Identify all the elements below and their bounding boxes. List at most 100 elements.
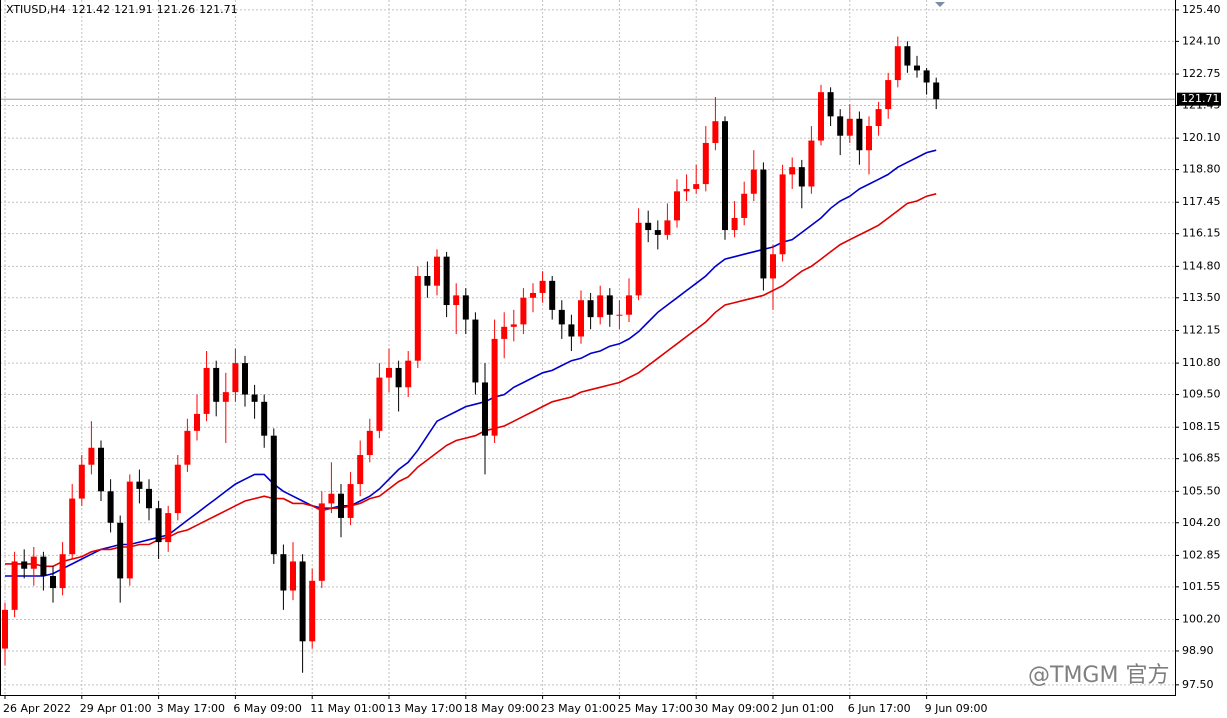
- candle-body: [78, 464, 85, 499]
- candle-body: [914, 65, 920, 71]
- x-tick-label: 25 May 17:00: [617, 702, 692, 715]
- candle-body: [443, 256, 450, 306]
- candle-body: [338, 493, 344, 518]
- candle-body: [472, 319, 479, 383]
- y-tick-label: 100.20: [1182, 613, 1221, 626]
- candle-body: [251, 394, 258, 402]
- x-tick-label: 18 May 09:00: [464, 702, 539, 715]
- candle-body: [491, 338, 498, 436]
- candle-body: [40, 556, 47, 576]
- open: 121.42: [72, 3, 111, 16]
- candle-body: [98, 447, 104, 492]
- x-tick-label: 23 May 01:00: [541, 702, 616, 715]
- candle-body: [376, 377, 383, 431]
- candle-body: [789, 167, 796, 175]
- y-tick-label: 118.80: [1182, 163, 1221, 176]
- candle-body: [722, 121, 728, 231]
- candle-body: [462, 295, 469, 320]
- candle-body: [654, 230, 661, 235]
- candle-body: [165, 513, 172, 543]
- y-tick-label: 114.80: [1182, 259, 1221, 272]
- y-tick-label: 109.50: [1182, 388, 1221, 401]
- y-tick-label: 116.15: [1182, 227, 1221, 240]
- candle-body: [434, 256, 440, 286]
- candle-body: [731, 217, 738, 231]
- candle-body: [827, 92, 834, 117]
- candle-body: [107, 491, 114, 523]
- candle-body: [30, 556, 37, 569]
- candle-body: [424, 276, 431, 286]
- x-tick-label: 13 May 17:00: [387, 702, 462, 715]
- candle-body: [779, 174, 786, 255]
- y-tick-label: 122.75: [1182, 67, 1221, 80]
- candle-body: [674, 191, 680, 221]
- y-tick-label: 125.40: [1182, 3, 1221, 16]
- candle-body: [626, 295, 632, 315]
- candle-body: [146, 488, 152, 509]
- candle-body: [933, 82, 940, 100]
- candle-body: [837, 116, 844, 136]
- candle-body: [453, 295, 460, 306]
- candle-body: [558, 309, 565, 325]
- candle-body: [88, 447, 95, 465]
- candle-body: [606, 295, 613, 315]
- x-tick-label: 11 May 01:00: [310, 702, 385, 715]
- candle-body: [510, 324, 517, 327]
- y-tick-label: 97.50: [1182, 678, 1214, 691]
- candle-body: [520, 297, 527, 325]
- y-tick-label: 108.15: [1182, 420, 1221, 433]
- candle-body: [126, 481, 133, 579]
- shift-marker: [935, 2, 945, 7]
- candle-body: [501, 326, 508, 339]
- candle-body: [414, 276, 421, 361]
- candle-body: [347, 484, 354, 518]
- last-price-label: 121.71: [1181, 92, 1220, 105]
- y-tick-label: 113.50: [1182, 291, 1221, 304]
- high: 121.91: [114, 3, 153, 16]
- candle-body: [50, 575, 56, 589]
- candle-body: [750, 169, 757, 194]
- candle-body: [357, 455, 364, 485]
- candle-body: [530, 292, 536, 298]
- y-tick-label: 102.85: [1182, 548, 1221, 561]
- close: 121.71: [199, 3, 238, 16]
- y-tick-label: 120.10: [1182, 131, 1221, 144]
- candle-body: [616, 314, 623, 316]
- candle-body: [59, 554, 66, 589]
- candle-body: [597, 295, 604, 318]
- candle-body: [203, 367, 210, 414]
- candle-body: [290, 561, 296, 591]
- y-tick-label: 112.15: [1182, 323, 1221, 336]
- candle-body: [904, 46, 911, 66]
- candle-body: [539, 280, 546, 293]
- candle-body: [482, 382, 488, 436]
- y-tick-label: 117.45: [1182, 195, 1221, 208]
- y-tick-label: 124.10: [1182, 34, 1221, 47]
- axes-labels: 125.40124.10122.75121.45120.10118.80117.…: [3, 3, 1221, 715]
- y-tick-label: 110.80: [1182, 356, 1221, 369]
- candle-body: [549, 280, 556, 310]
- x-tick-label: 6 May 09:00: [233, 702, 301, 715]
- x-tick-label: 29 Apr 01:00: [80, 702, 152, 715]
- x-tick-label: 6 Jun 17:00: [848, 702, 911, 715]
- candle-body: [568, 324, 575, 337]
- candle-body: [318, 503, 325, 581]
- candle-body: [875, 109, 882, 127]
- candle-body: [213, 367, 220, 402]
- candle-body: [184, 430, 191, 465]
- candle-body: [328, 493, 335, 504]
- candle-body: [923, 70, 930, 83]
- candle-body: [712, 121, 719, 143]
- candle-body: [2, 609, 8, 649]
- last-price-box: [1177, 92, 1221, 106]
- x-tick-label: 26 Apr 2022: [3, 702, 71, 715]
- header: XTIUSD,H4 121.42 121.91 121.26 121.71: [6, 3, 238, 16]
- symbol: XTIUSD,H4: [6, 3, 66, 16]
- candle-body: [578, 300, 584, 337]
- candle-body: [222, 392, 229, 402]
- candle-body: [885, 80, 892, 110]
- x-tick-label: 30 May 09:00: [694, 702, 769, 715]
- watermark: @TMGM 官方: [1028, 663, 1169, 688]
